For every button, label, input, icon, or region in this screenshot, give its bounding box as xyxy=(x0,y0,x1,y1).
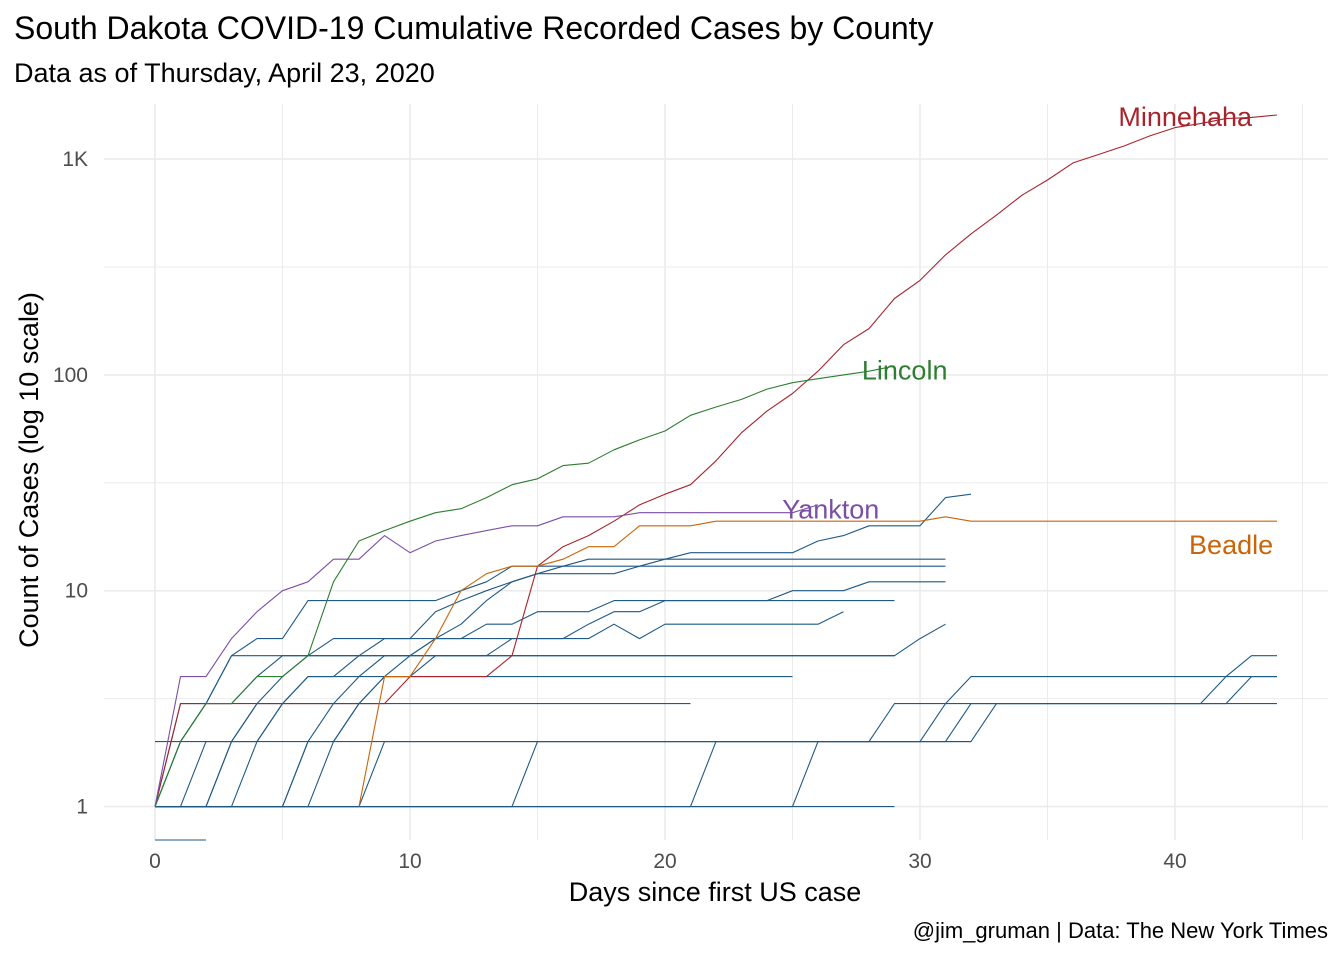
chart-caption: @jim_gruman | Data: The New York Times xyxy=(912,918,1328,943)
y-axis-ticks: 1 10 100 1K xyxy=(53,148,88,818)
series-line-beadle xyxy=(358,516,1277,807)
x-axis-title: Days since first US case xyxy=(569,877,862,907)
x-axis-ticks: 0 10 20 30 40 xyxy=(149,850,1187,873)
series-line-county-14 xyxy=(155,655,1277,808)
y-tick-label: 10 xyxy=(65,580,88,603)
grid-major xyxy=(104,104,1328,840)
series-line-county-11 xyxy=(155,655,895,808)
series-line-yankton xyxy=(154,504,819,807)
x-tick-label: 10 xyxy=(398,850,421,873)
x-tick-label: 40 xyxy=(1163,850,1186,873)
chart-title: South Dakota COVID-19 Cumulative Recorde… xyxy=(14,10,934,46)
y-tick-label: 1 xyxy=(76,796,88,819)
series-line-county-13 xyxy=(155,703,691,808)
series-line-minnehaha xyxy=(154,114,1278,807)
series-line-county-7 xyxy=(155,581,946,808)
chart-subtitle: Data as of Thursday, April 23, 2020 xyxy=(14,58,435,88)
x-tick-label: 20 xyxy=(653,850,676,873)
x-tick-label: 0 xyxy=(149,850,161,873)
grid-minor xyxy=(104,104,1328,840)
series-label-lincoln: Lincoln xyxy=(862,355,948,385)
series-line-lincoln xyxy=(154,365,895,807)
series-label-beadle: Beadle xyxy=(1189,530,1273,560)
series-line-county-10 xyxy=(154,623,946,807)
series-line-county-18 xyxy=(155,741,971,808)
series-lines xyxy=(154,114,1278,841)
y-tick-label: 100 xyxy=(53,364,88,387)
series-label-minnehaha: Minnehaha xyxy=(1118,102,1253,132)
y-tick-label: 1K xyxy=(62,148,88,171)
series-line-county-9 xyxy=(155,611,844,808)
x-tick-label: 30 xyxy=(908,850,931,873)
series-line-county-5 xyxy=(154,558,946,807)
series-labels: Minnehaha Lincoln Yankton Beadle xyxy=(782,102,1273,560)
y-axis-title: Count of Cases (log 10 scale) xyxy=(14,292,44,648)
series-line-county-4 xyxy=(155,493,972,743)
series-label-yankton: Yankton xyxy=(782,495,879,525)
